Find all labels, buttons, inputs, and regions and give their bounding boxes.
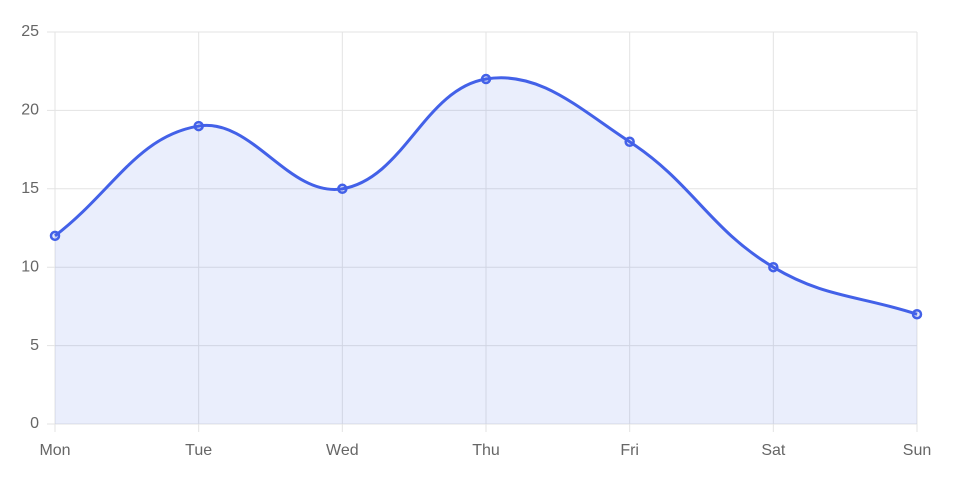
point xyxy=(480,73,492,85)
x-tick-label: Wed xyxy=(326,442,359,459)
x-tick-label: Sat xyxy=(761,442,786,459)
y-tick-label: 0 xyxy=(30,415,39,432)
x-tick-label: Sun xyxy=(903,442,931,459)
point xyxy=(624,136,635,148)
x-tick-label: Tue xyxy=(185,442,212,459)
point xyxy=(337,183,348,195)
y-tick-label: 20 xyxy=(21,102,39,119)
area xyxy=(55,77,917,424)
x-tick-label: Mon xyxy=(39,442,70,459)
y-tick-label: 25 xyxy=(21,23,39,40)
point xyxy=(193,120,204,132)
x-tick-label: Thu xyxy=(472,442,500,459)
y-tick-label: 15 xyxy=(21,180,39,197)
point xyxy=(768,261,779,273)
y-tick-label: 5 xyxy=(30,337,39,354)
y-tick-label: 10 xyxy=(21,258,39,275)
x-tick-label: Fri xyxy=(620,442,639,459)
point xyxy=(911,308,923,320)
point xyxy=(49,230,61,242)
